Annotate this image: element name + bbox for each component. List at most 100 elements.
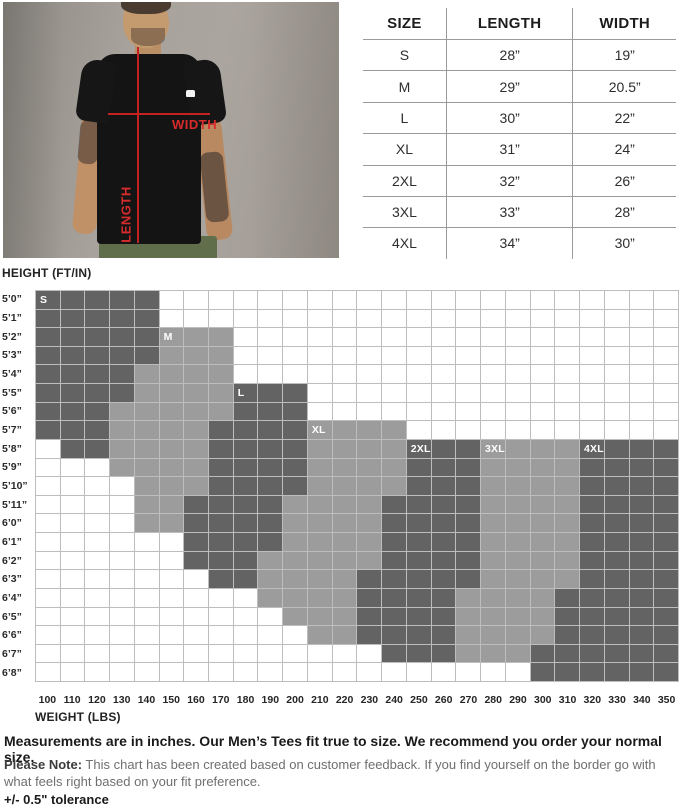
grid-cell-empty [208,626,233,644]
grid-cell-empty [629,346,654,365]
weight-tick-label: 160 [187,694,205,706]
grid-cell-size-band [184,477,208,495]
grid-cell-empty [307,346,332,365]
grid-cell-size-band [530,663,555,681]
grid-cell-size-band [258,402,283,421]
size-table-row: XL 31” 24” [363,133,676,165]
grid-cell-empty [530,384,555,402]
grid-cell-size-band [480,588,505,607]
grid-cell-size-band [134,328,159,346]
grid-cell-size-band [36,328,60,346]
grid-cell-empty [555,421,579,439]
grid-cell-empty [134,588,159,607]
grid-cell-size-band [60,346,85,365]
grid-cell-empty [85,570,110,588]
height-tick-label: 6’6” [2,629,22,642]
grid-cell-size-band [307,495,332,514]
grid-cell-size-band [456,495,480,514]
grid-cell-empty [134,663,159,681]
grid-cell-size-band [184,346,208,365]
grid-cell-size-band [505,588,530,607]
grid-cell-size-band [332,533,357,551]
grid-cell-size-band [480,607,505,626]
grid-cell-size-band: 3XL [480,439,505,458]
grid-cell-size-band [357,477,381,495]
size-table-cell: 31” [445,133,573,165]
weight-tick-label: 210 [311,694,329,706]
grid-cell-size-band [159,514,184,533]
grid-cell-empty [307,365,332,384]
grid-cell-empty [233,663,258,681]
grid-cell-size-band [629,439,654,458]
grid-cell-size-band [381,495,406,514]
grid-cell-empty [208,663,233,681]
grid-cell-size-band [283,495,307,514]
grid-cell-empty [530,291,555,309]
grid-cell-size-band [406,514,431,533]
size-band-label: S [40,294,48,306]
grid-cell-empty [406,291,431,309]
grid-cell-empty [85,495,110,514]
grid-cell-size-band [530,495,555,514]
grid-cell-empty [456,328,480,346]
height-tick-label: 5’6” [2,405,22,418]
grid-cell-size-band [530,588,555,607]
height-tick-label: 5’0” [2,293,22,306]
grid-cell-size-band: XL [307,421,332,439]
grid-cell-size-band [134,384,159,402]
grid-cell-size-band [579,551,604,570]
size-table-row: M 29” 20.5” [363,70,676,103]
grid-cell-empty [60,495,85,514]
grid-cell-size-band [480,495,505,514]
grid-cell-size-band [184,533,208,551]
grid-cell-size-band [36,421,60,439]
grid-cell-size-band [357,439,381,458]
grid-cell-size-band [480,644,505,663]
grid-cell-size-band [604,607,629,626]
grid-cell-size-band [381,644,406,663]
grid-cell-size-band [629,458,654,477]
weight-tick-label: 250 [410,694,428,706]
grid-cell-empty [258,663,283,681]
grid-cell-empty [60,533,85,551]
grid-cell-empty [357,346,381,365]
grid-cell-size-band [381,551,406,570]
grid-cell-empty [134,607,159,626]
grid-cell-size-band [159,495,184,514]
grid-cell-size-band [530,570,555,588]
grid-cell-empty [579,328,604,346]
weight-tick-label: 270 [459,694,478,706]
grid-cell-empty [258,291,283,309]
grid-cell-empty [258,365,283,384]
height-tick-label: 5’5” [2,386,22,399]
size-table-body: S 28” 19” M 29” 20.5” L 30” 22” XL 31” 24” 2XL 32” 26”… [363,38,676,259]
grid-cell-size-band [184,458,208,477]
height-axis-ticks: 5’0” 5’1” 5’2” 5’3” 5’4” 5’5” 5’6” 5’7” 5’8” 5’9”… [2,290,34,682]
grid-cell-size-band [110,439,134,458]
grid-cell-empty [159,607,184,626]
grid-cell-empty [604,365,629,384]
grid-cell-empty [357,384,381,402]
grid-cell-size-band [110,346,134,365]
grid-cell-size-band [184,328,208,346]
grid-cell-size-band [357,570,381,588]
grid-cell-size-band [208,495,233,514]
weight-tick-label: 170 [211,694,230,706]
grid-cell-empty [530,328,555,346]
grid-cell-size-band [579,514,604,533]
grid-cell-size-band [505,644,530,663]
grid-cell-empty [654,365,678,384]
grid-cell-empty [258,607,283,626]
grid-cell-size-band [36,346,60,365]
grid-cell-size-band [654,607,678,626]
grid-cell-empty [456,365,480,384]
grid-cell-empty [555,309,579,328]
grid-cell-empty [629,402,654,421]
grid-cell-size-band [357,514,381,533]
grid-cell-size-band [184,384,208,402]
grid-cell-empty [60,607,85,626]
grid-cell-size-band [258,421,283,439]
grid-cell-size-band [654,663,678,681]
grid-cell-empty [604,328,629,346]
grid-cell-empty [283,644,307,663]
